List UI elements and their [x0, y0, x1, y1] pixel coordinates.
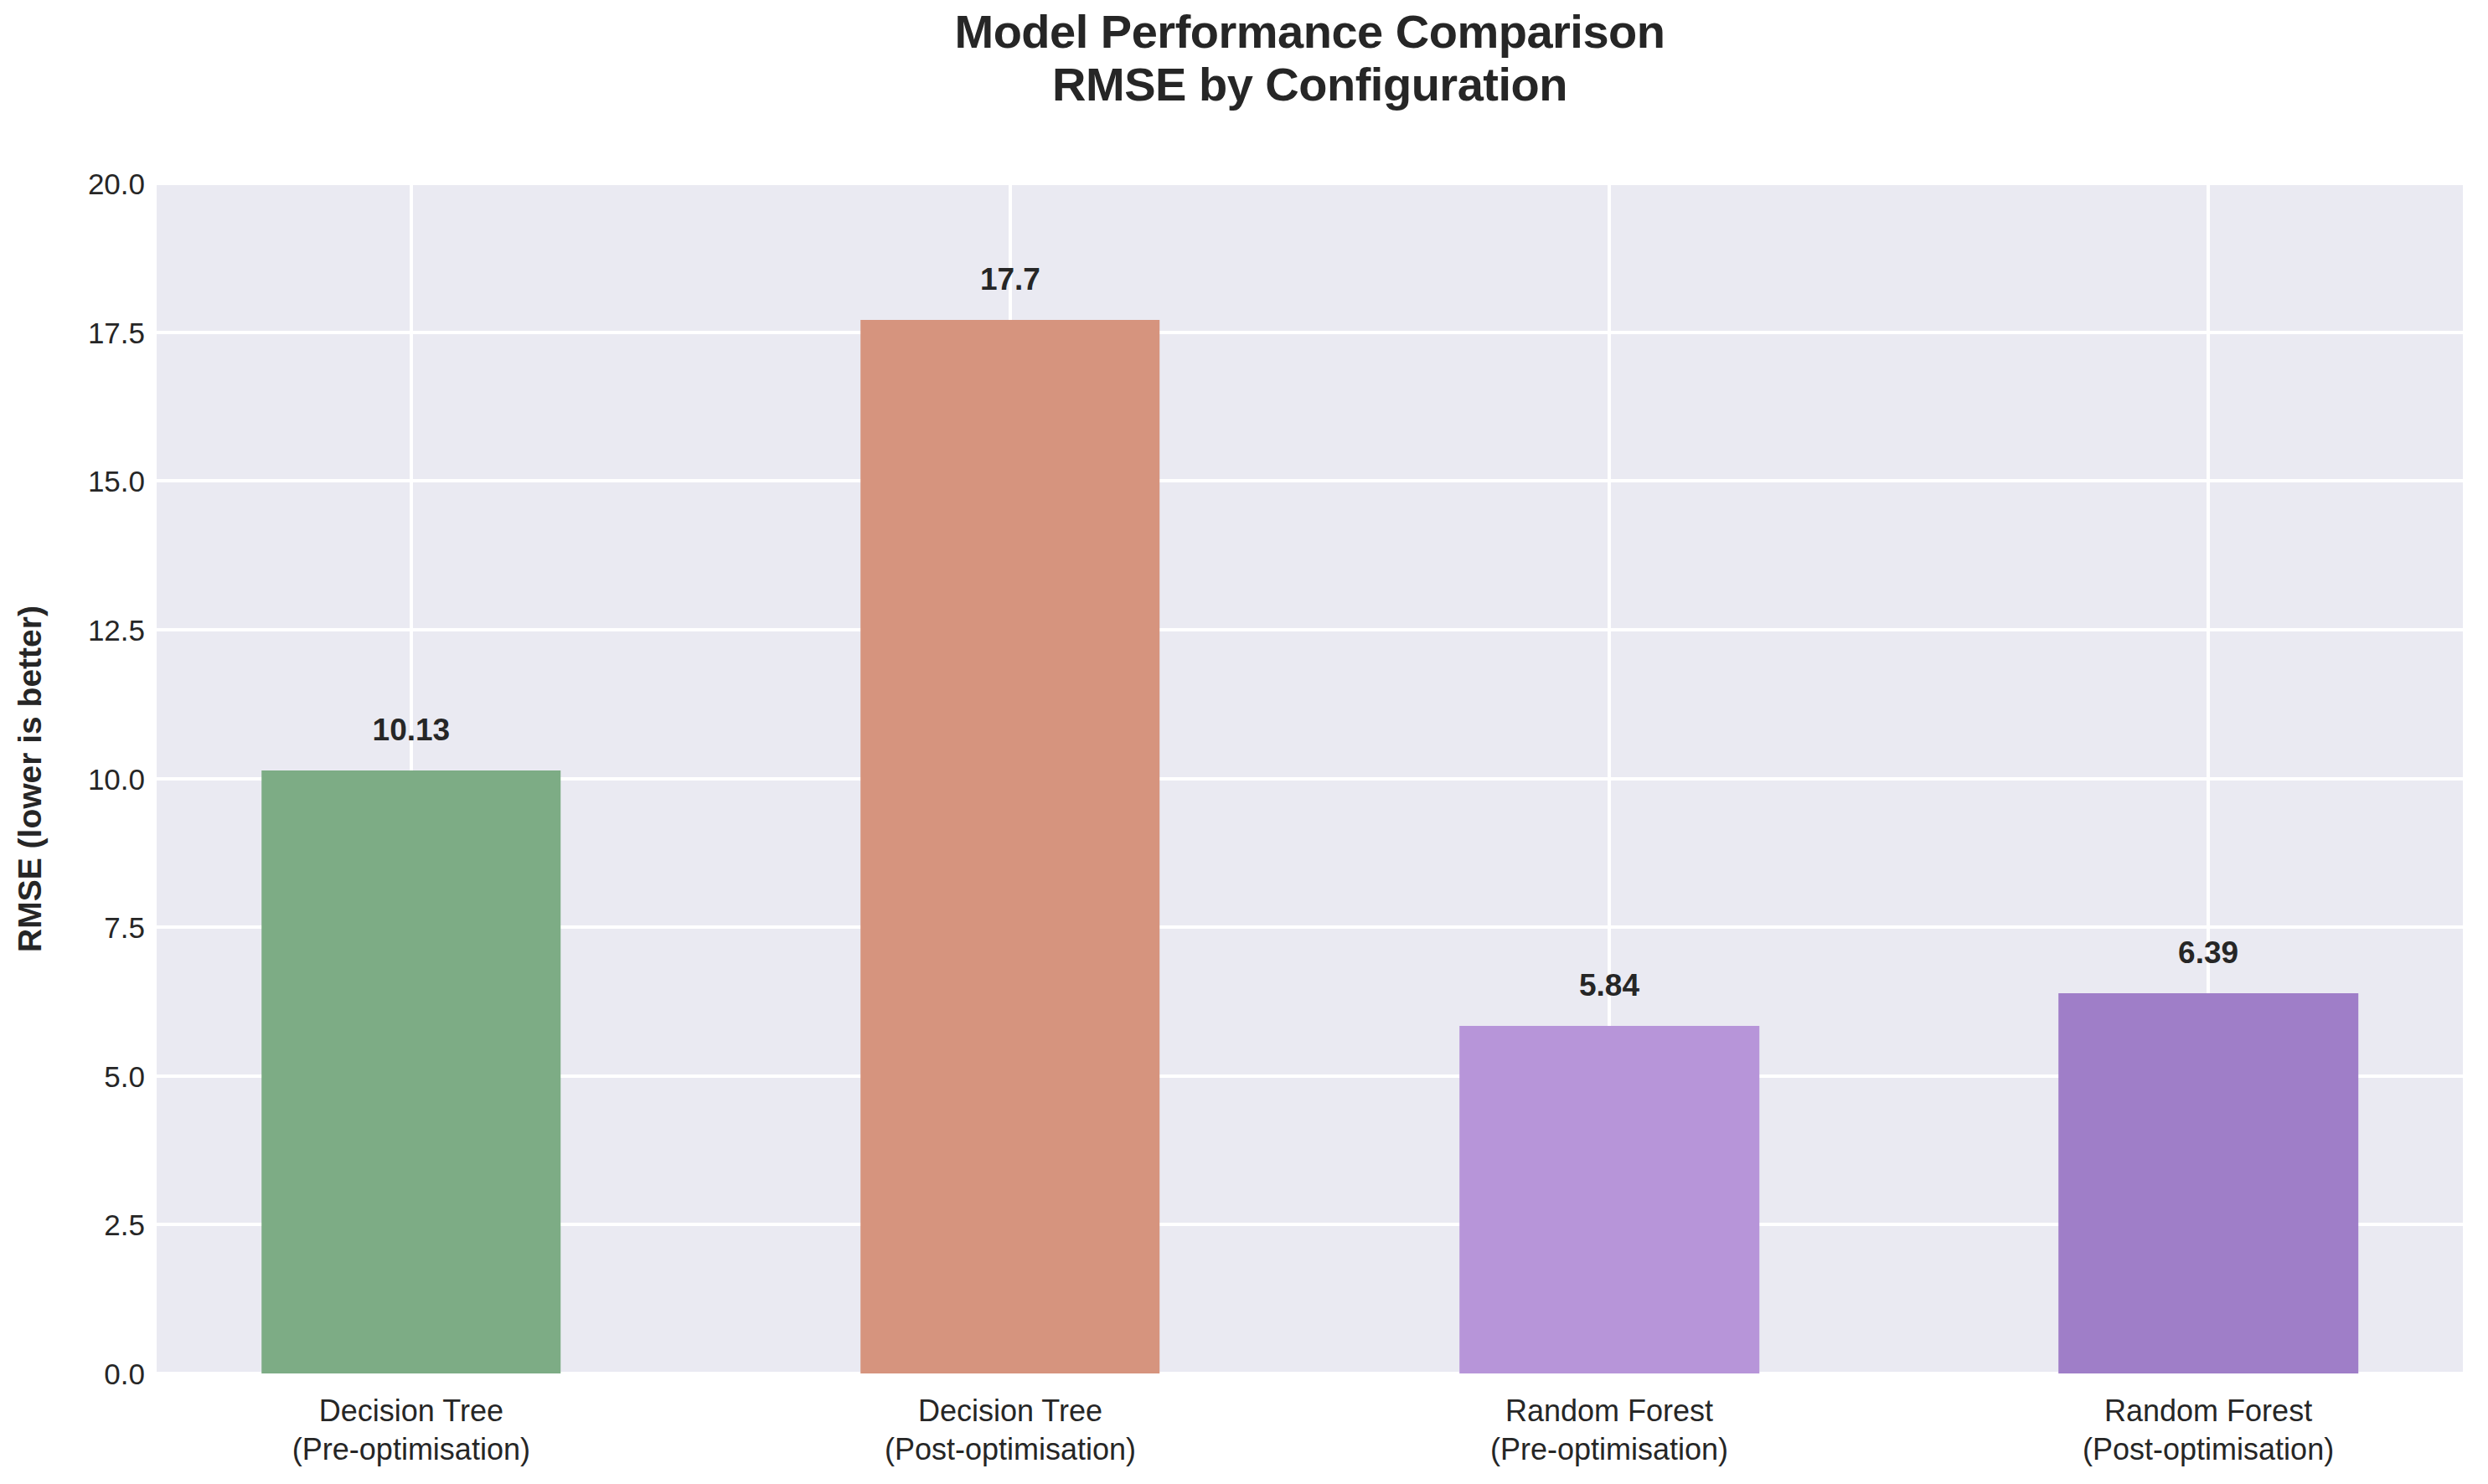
x-tick-label-line: Random Forest	[1341, 1392, 1877, 1430]
gridline-horizontal	[157, 331, 2463, 334]
x-tick-label: Random Forest(Pre-optimisation)	[1341, 1392, 1877, 1469]
x-tick-label-line: (Pre-optimisation)	[1341, 1430, 1877, 1469]
plot-area	[157, 183, 2463, 1373]
chart-title-line-2: RMSE by Configuration	[157, 58, 2463, 111]
bar-value-label: 5.84	[1484, 969, 1735, 1002]
x-tick-label-line: (Pre-optimisation)	[143, 1430, 679, 1469]
x-tick-label-line: Random Forest	[1940, 1392, 2476, 1430]
y-tick-label: 20.0	[11, 169, 145, 198]
gridline-horizontal	[157, 628, 2463, 631]
y-tick-label: 7.5	[11, 913, 145, 942]
gridline-horizontal	[157, 479, 2463, 482]
y-tick-label: 15.0	[11, 466, 145, 496]
x-tick-label-line: Decision Tree	[742, 1392, 1278, 1430]
y-tick-label: 2.5	[11, 1210, 145, 1239]
x-tick-label-line: (Post-optimisation)	[742, 1430, 1278, 1469]
bar	[860, 320, 1160, 1373]
x-tick-label-line: (Post-optimisation)	[1940, 1430, 2476, 1469]
x-tick-label: Decision Tree(Post-optimisation)	[742, 1392, 1278, 1469]
chart-title: Model Performance Comparison RMSE by Con…	[157, 5, 2463, 111]
bar	[2058, 993, 2358, 1373]
bar-value-label: 17.7	[885, 263, 1136, 296]
y-tick-label: 12.5	[11, 615, 145, 644]
x-tick-label-line: Decision Tree	[143, 1392, 679, 1430]
y-tick-label: 5.0	[11, 1061, 145, 1090]
bar-value-label: 6.39	[2083, 936, 2334, 970]
y-tick-label: 10.0	[11, 764, 145, 793]
chart-title-line-1: Model Performance Comparison	[157, 5, 2463, 58]
y-tick-label: 17.5	[11, 317, 145, 347]
gridline-horizontal	[157, 182, 2463, 185]
x-tick-label: Decision Tree(Pre-optimisation)	[143, 1392, 679, 1469]
y-tick-label: 0.0	[11, 1359, 145, 1389]
bar-chart-figure: Model Performance Comparison RMSE by Con…	[0, 0, 2488, 1484]
bar-value-label: 10.13	[286, 714, 537, 747]
bar	[261, 770, 561, 1373]
x-tick-label: Random Forest(Post-optimisation)	[1940, 1392, 2476, 1469]
bar	[1459, 1026, 1759, 1373]
